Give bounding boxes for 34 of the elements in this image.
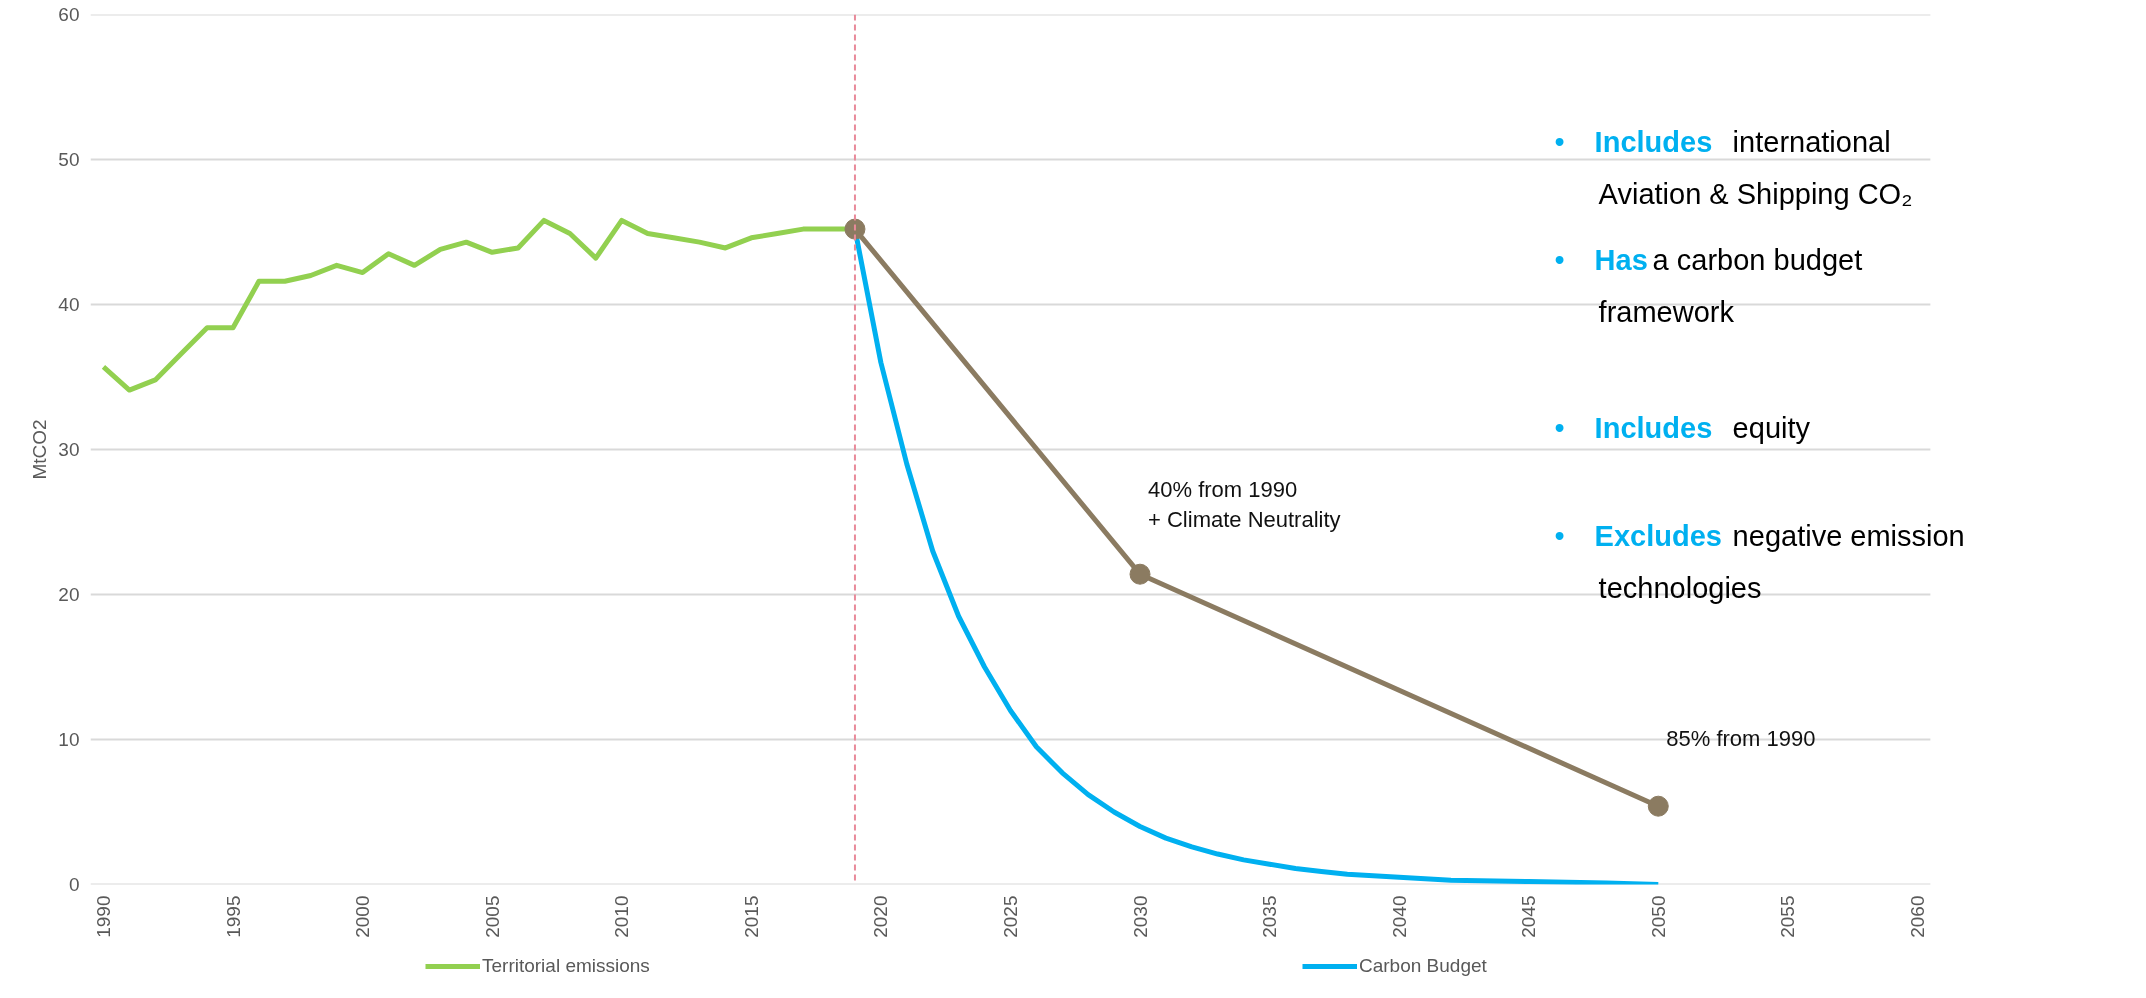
annotation: 40% from 1990 + Climate Neutrality [1148,477,1341,533]
annotation: • Excludes negative emission technologies [1554,520,1965,605]
annotation: 85% from 1990 [1666,726,1816,752]
y-tick-label: 40 [58,294,80,315]
x-tick-label: 1990 [92,895,114,938]
y-axis-title: MtCO2 [29,419,51,480]
x-tick-label: 2020 [870,895,892,938]
x-tick-label: 2055 [1777,895,1799,938]
y-tick-label: 0 [68,874,80,895]
point [1647,795,1669,817]
x-tick-label: 2050 [1647,895,1669,938]
annotation: • Has a carbon budget framework [1554,243,1863,328]
point [1129,563,1151,585]
x-tick-label: 2030 [1129,895,1151,938]
x-tick-label: 2010 [611,895,633,938]
x-tick-label: 2005 [481,895,503,938]
x-tick-label: 2040 [1388,895,1410,938]
annotation: • Includes equity [1554,411,1811,444]
x-tick-label: 1995 [222,895,244,938]
y-tick-label: 20 [58,584,80,605]
y-tick-label: 10 [58,729,80,750]
legend-label: Carbon Budget [1359,955,1488,977]
legend-label: Territorial emissions [482,955,651,977]
x-tick-label: 2025 [999,895,1021,938]
point [844,218,866,240]
x-tick-label: 2035 [1259,895,1281,938]
x-tick-label: 2000 [352,895,374,938]
annotation: • Includes international Aviation & Shipping CO₂ [1554,126,1913,211]
x-tick-label: 2015 [740,895,762,938]
y-tick-label: 30 [58,439,80,460]
y-tick-label: 50 [58,149,80,170]
y-tick-label: 60 [58,4,80,25]
x-tick-label: 2045 [1518,895,1540,938]
x-tick-label: 2060 [1906,895,1928,938]
